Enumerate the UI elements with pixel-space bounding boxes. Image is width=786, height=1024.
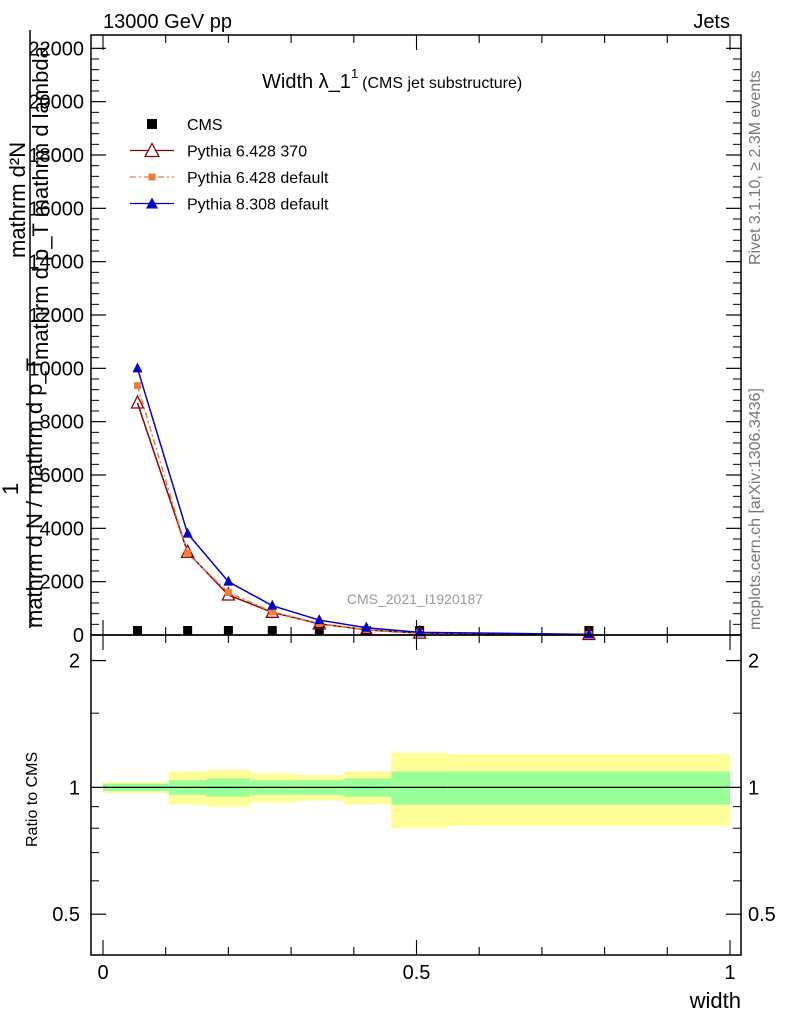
- ylabel-one: 1: [0, 483, 23, 495]
- series-line: [136, 385, 589, 636]
- main-ytick-label: 2000: [40, 572, 85, 594]
- mcplots-label: mcplots.cern.ch [arXiv:1306.3436]: [747, 388, 764, 630]
- ratio-ytick-label-right: 1: [748, 777, 759, 799]
- data-point: [267, 599, 278, 610]
- data-point: [183, 626, 193, 635]
- legend-marker: [147, 119, 157, 129]
- data-point: [223, 575, 234, 586]
- data-point: [361, 621, 372, 632]
- chart-title-main: Width λ_1: [262, 71, 351, 93]
- main-ytick-label: 8000: [40, 412, 85, 434]
- header-right: Jets: [693, 11, 730, 33]
- main-ytick-label: 22000: [28, 38, 84, 60]
- main-plot-panel: 0 2000 4000 6000 8000 10000 12000 14000 16000 180…: [28, 34, 742, 647]
- main-ytick-label: 0: [73, 625, 84, 647]
- legend-label: Pythia 6.428 370: [187, 144, 307, 161]
- ylabel-bottom: mathrm d N / mathrm d p_T: [22, 358, 47, 628]
- data-point: [268, 608, 276, 616]
- ratio-plot-panel: 0.5 0.5 1 1 2 2 0 0.5 1 Ratio to CMS width: [24, 634, 776, 1013]
- main-ytick-label: 20000: [28, 92, 84, 114]
- data-point: [314, 614, 325, 625]
- data-point: [224, 588, 232, 596]
- ratio-ytick-label-right: 0.5: [748, 904, 776, 926]
- legend-label: Pythia 8.308 default: [187, 197, 329, 214]
- watermark: CMS_2021_I1920187: [347, 591, 483, 607]
- legend-marker: [143, 142, 161, 158]
- ratio-band-inner: [391, 771, 448, 805]
- legend-label: Pythia 6.428 default: [187, 170, 329, 187]
- data-point: [132, 362, 143, 373]
- data-point: [414, 626, 425, 637]
- ylabel-top: mathrm d²N: [5, 142, 30, 258]
- xtick-label: 0.5: [403, 962, 431, 984]
- ylabel-mid: mathrm d p_T mathrm d lambda: [28, 45, 53, 360]
- xtick-label: 1: [724, 962, 735, 984]
- xtick-label: 0: [97, 962, 108, 984]
- data-point: [583, 628, 594, 639]
- main-ytick-label: 12000: [28, 305, 84, 327]
- ratio-ytick-label: 2: [69, 651, 80, 673]
- data-point: [130, 394, 145, 409]
- legend: CMS Pythia 6.428 370 Pythia 6.428 default P…: [130, 117, 329, 214]
- rivet-label: Rivet 3.1.10, ≥ 2.3M events: [747, 70, 764, 265]
- x-axis-label: width: [689, 988, 741, 1013]
- main-ytick-label: 6000: [40, 465, 85, 487]
- data-point: [132, 626, 142, 635]
- data-point: [314, 626, 324, 635]
- ratio-ytick-label: 0.5: [52, 904, 80, 926]
- ratio-ytick-label: 1: [69, 777, 80, 799]
- legend-marker: [146, 197, 158, 209]
- chart-title: Width λ_11 (CMS jet substructure): [262, 66, 522, 93]
- data-point: [182, 527, 193, 538]
- main-ytick-label: 4000: [40, 518, 85, 540]
- ratio-ytick-label-right: 2: [748, 651, 759, 673]
- main-ytick-label: 10000: [28, 358, 84, 380]
- chart-title-sup: 1: [351, 66, 358, 81]
- chart-title-sub: (CMS jet substructure): [362, 75, 522, 92]
- main-ytick-label: 18000: [28, 145, 84, 167]
- ratio-y-axis-label: Ratio to CMS: [24, 752, 41, 847]
- data-point: [267, 626, 277, 635]
- header-left: 13000 GeV pp: [103, 11, 232, 33]
- legend-label: CMS: [187, 117, 223, 134]
- data-point: [223, 626, 233, 635]
- series-line: [136, 368, 589, 636]
- data-point: [184, 550, 192, 558]
- main-ytick-label: 14000: [28, 252, 84, 274]
- data-point: [133, 382, 141, 390]
- main-ytick-label: 16000: [28, 198, 84, 220]
- ratio-band-inner: [447, 771, 730, 805]
- main-y-axis-label: mathrm d²N mathrm d p_T mathrm d lambda …: [0, 30, 53, 628]
- legend-marker: [148, 173, 156, 181]
